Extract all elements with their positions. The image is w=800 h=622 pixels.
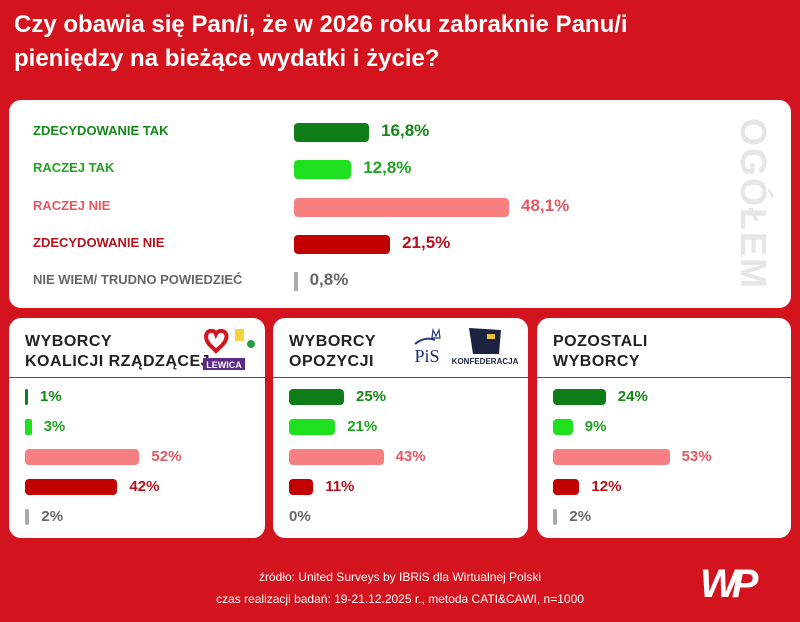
category-label: NIE WIEM/ TRUDNO POWIEDZIEĆ xyxy=(33,272,243,288)
konfederacja-logo-text: KONFEDERACJA xyxy=(451,357,519,366)
bar xyxy=(25,509,30,525)
bar xyxy=(289,389,344,405)
chart-title: Czy obawia się Pan/i, że w 2026 roku zab… xyxy=(14,11,628,72)
category-label: RACZEJ NIE xyxy=(33,197,111,213)
bar xyxy=(289,479,314,495)
value-label: 16,8% xyxy=(381,121,430,140)
others-title-2: WYBORCY xyxy=(553,353,641,370)
bar xyxy=(25,479,118,495)
others-panel: POZOSTALI WYBORCY 24% 9% 53% 12% 2% xyxy=(537,318,791,538)
value-label: 0% xyxy=(289,508,311,525)
value-label: 53% xyxy=(681,448,712,465)
bar xyxy=(553,389,606,405)
category-label: ZDECYDOWANIE TAK xyxy=(33,123,169,138)
coalition-title-2: KOALICJI RZĄDZĄCEJ xyxy=(25,353,211,370)
divider xyxy=(273,377,528,378)
value-label: 48,1% xyxy=(521,195,570,215)
bar xyxy=(294,160,352,180)
value-label: 3% xyxy=(43,418,66,435)
divider xyxy=(537,377,791,378)
bar xyxy=(553,479,580,495)
opposition-panel: WYBORCY OPOZYCJI PiS KONFEDERACJA 25% 21% 4… xyxy=(273,318,528,538)
category-label: RACZEJ TAK xyxy=(33,160,115,176)
value-label: 21% xyxy=(347,418,378,435)
overall-panel: OGÓŁEM ZDECYDOWANIE TAK 16,8% RACZEJ TAK 12… xyxy=(9,100,791,308)
value-label: 24% xyxy=(617,388,648,405)
value-label: 1% xyxy=(40,388,62,405)
value-label: 21,5% xyxy=(402,232,451,252)
others-title-1: POZOSTALI xyxy=(553,333,648,350)
overall-label: OGÓŁEM xyxy=(733,118,774,290)
bar xyxy=(553,449,670,465)
wp-logo: WP xyxy=(700,562,758,606)
category-label: ZDECYDOWANIE NIE xyxy=(33,234,165,250)
coalition-title-1: WYBORCY xyxy=(25,333,113,350)
konfederacja-logo-icon xyxy=(469,328,501,354)
value-label: 25% xyxy=(356,388,387,405)
bar xyxy=(289,419,336,435)
bar xyxy=(25,449,140,465)
bar xyxy=(25,419,32,435)
coalition-panel: WYBORCY KOALICJI RZĄDZĄCEJ LEWICA 1% 3% 52%… xyxy=(9,318,265,538)
method-text: czas realizacji badań: 19-21.12.2025 r.,… xyxy=(216,592,584,606)
bar xyxy=(294,197,509,217)
konfederacja-logo: KONFEDERACJA xyxy=(451,326,519,366)
bar xyxy=(294,272,298,292)
opposition-title-1: WYBORCY xyxy=(289,333,377,350)
value-label: 12,8% xyxy=(363,158,412,178)
bar xyxy=(553,509,558,525)
value-label: 2% xyxy=(569,508,592,525)
bar xyxy=(553,419,573,435)
value-label: 43% xyxy=(395,448,426,465)
bar xyxy=(289,449,384,465)
divider xyxy=(9,377,265,378)
bar xyxy=(25,389,28,405)
value-label: 11% xyxy=(325,478,355,495)
value-label: 0,8% xyxy=(309,270,349,290)
value-label: 52% xyxy=(151,448,182,465)
opposition-title-2: OPOZYCJI xyxy=(289,353,374,370)
svg-text:PiS: PiS xyxy=(414,346,439,366)
source-text: źródło: United Surveys by IBRiS dla Wirt… xyxy=(258,570,542,584)
value-label: 42% xyxy=(129,478,160,495)
value-label: 2% xyxy=(41,508,64,525)
coalition-logos-icon: LEWICA xyxy=(203,328,255,370)
svg-text:LEWICA: LEWICA xyxy=(206,360,242,370)
pis-logo-icon: PiS xyxy=(414,327,441,366)
bar xyxy=(294,123,370,142)
value-label: 12% xyxy=(591,478,622,495)
bar xyxy=(294,234,391,254)
value-label: 9% xyxy=(584,418,607,435)
